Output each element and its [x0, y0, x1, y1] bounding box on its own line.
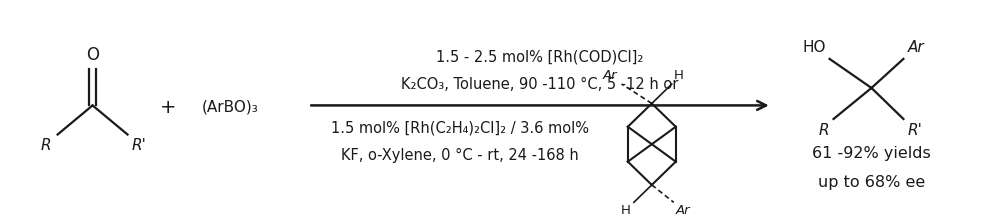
Text: Ar: Ar: [907, 40, 924, 55]
Text: K₂CO₃, Toluene, 90 -110 °C, 5 -12 h or: K₂CO₃, Toluene, 90 -110 °C, 5 -12 h or: [401, 77, 679, 92]
Text: KF, o-Xylene, 0 °C - rt, 24 -168 h: KF, o-Xylene, 0 °C - rt, 24 -168 h: [341, 148, 579, 163]
Text: (ArBO)₃: (ArBO)₃: [202, 100, 259, 115]
Text: H: H: [621, 204, 631, 217]
Text: 61 -92% yields: 61 -92% yields: [812, 146, 931, 161]
Text: +: +: [160, 98, 177, 117]
Text: up to 68% ee: up to 68% ee: [818, 175, 925, 190]
Text: R': R': [907, 123, 922, 138]
Text: Ar: Ar: [602, 69, 617, 82]
Text: O: O: [86, 46, 99, 64]
Text: R': R': [132, 138, 146, 153]
Text: R: R: [819, 123, 830, 138]
Text: R: R: [41, 138, 52, 153]
Text: 1.5 mol% [Rh(C₂H₄)₂Cl]₂ / 3.6 mol%: 1.5 mol% [Rh(C₂H₄)₂Cl]₂ / 3.6 mol%: [331, 121, 589, 136]
Text: HO: HO: [802, 40, 826, 55]
Text: Ar: Ar: [676, 204, 690, 217]
Text: 1.5 - 2.5 mol% [Rh(COD)Cl]₂: 1.5 - 2.5 mol% [Rh(COD)Cl]₂: [436, 50, 644, 65]
Text: H: H: [674, 69, 684, 82]
